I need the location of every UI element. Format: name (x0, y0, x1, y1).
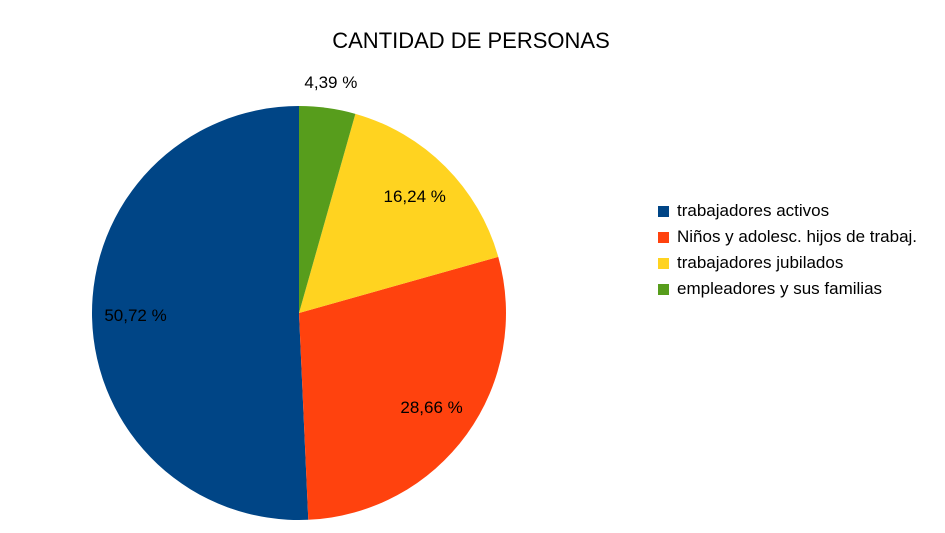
legend-label: empleadores y sus familias (677, 279, 883, 298)
legend-item: trabajadores activos (658, 200, 938, 222)
data-label: 4,39 % (304, 73, 357, 92)
data-label: 16,24 % (384, 187, 446, 206)
pie-slice (299, 256, 506, 520)
legend-item: Niños y adolesc. hijos de trabaj. (658, 226, 938, 248)
legend-label: Niños y adolesc. hijos de trabaj. (677, 227, 918, 246)
data-label: 50,72 % (104, 306, 166, 325)
legend-item: empleadores y sus familias (658, 278, 938, 300)
data-label: 28,66 % (400, 398, 462, 417)
legend-item: trabajadores jubilados (658, 252, 938, 274)
pie-slice (299, 113, 499, 313)
chart-title: CANTIDAD DE PERSONAS (332, 28, 610, 53)
legend: trabajadores activos Niños y adolesc. hij… (658, 200, 938, 304)
legend-label: trabajadores activos (677, 201, 830, 220)
legend-swatch (658, 284, 669, 295)
legend-swatch (658, 258, 669, 269)
pie-slice (92, 106, 309, 520)
legend-swatch (658, 206, 669, 217)
pie-slice (299, 106, 356, 313)
legend-swatch (658, 232, 669, 243)
legend-label: trabajadores jubilados (677, 253, 844, 272)
